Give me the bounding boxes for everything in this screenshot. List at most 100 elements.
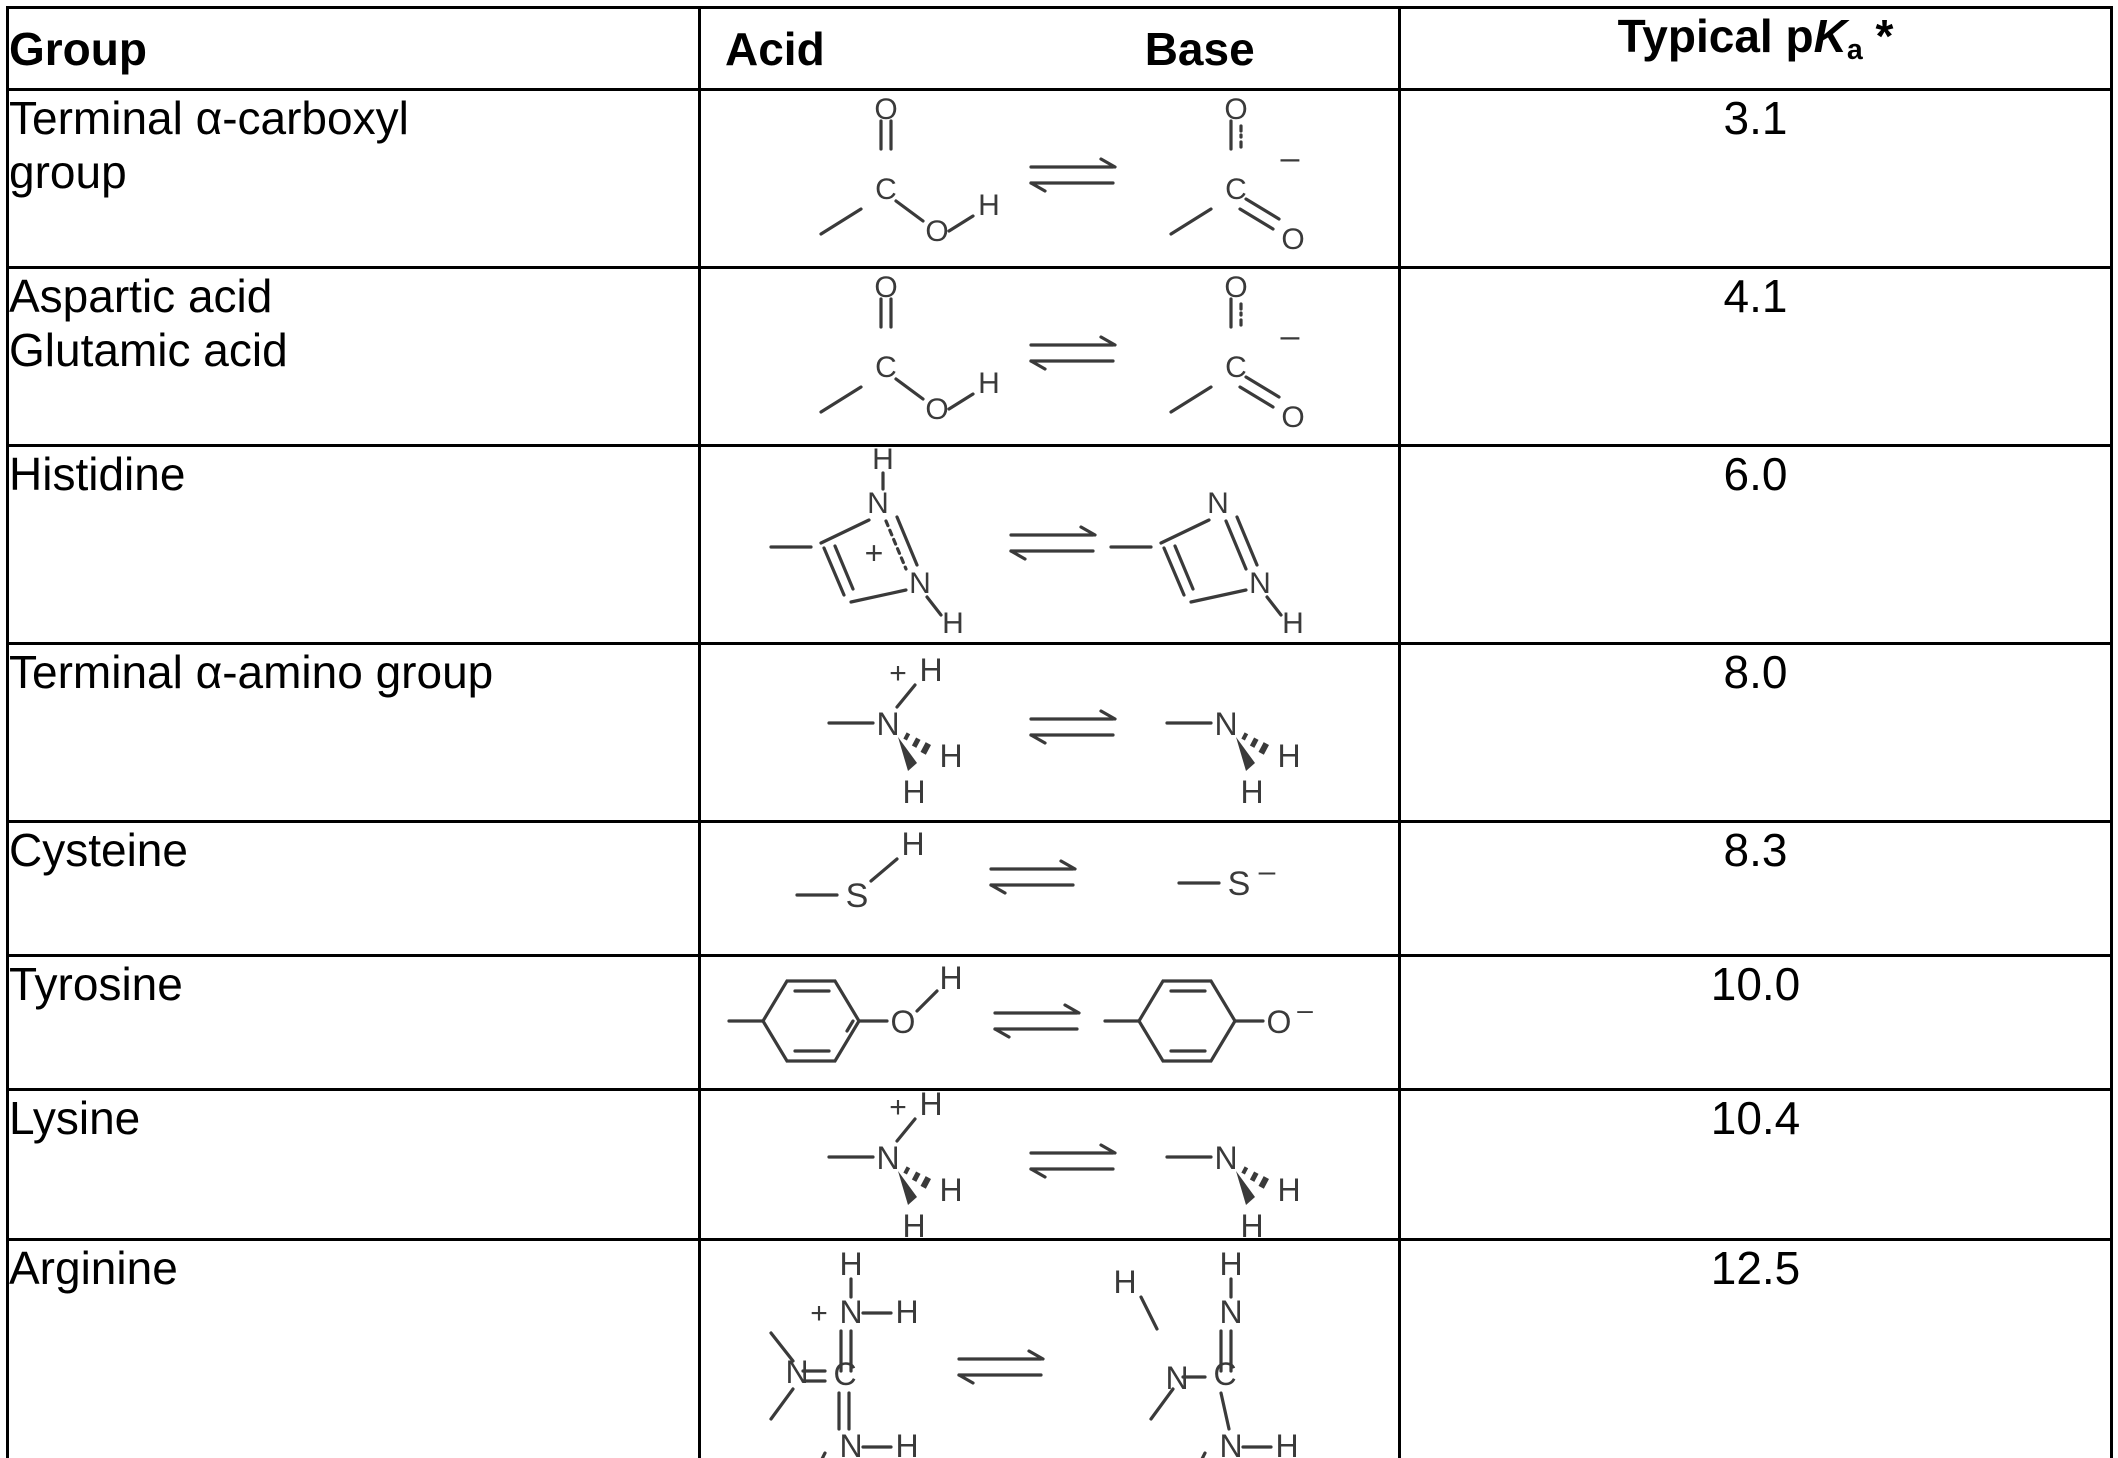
table-body: Terminal α-carboxyl group O — [6, 88, 2113, 1458]
atom-label-O: O — [874, 271, 897, 304]
imidazole-equilibrium-diagram: H N N H + — [769, 447, 1304, 639]
atom-label-N: N — [1214, 1140, 1237, 1176]
atom-label-H: H — [1277, 1172, 1300, 1208]
atom-label-H: H — [1240, 1208, 1263, 1237]
atom-label-N: N — [1214, 706, 1237, 742]
atom-label-H: H — [901, 826, 924, 862]
table-row: Tyrosine — [6, 954, 2113, 1091]
equilibrium-arrow-icon — [989, 859, 1077, 895]
row-pka-value: 12.5 — [1398, 1238, 2113, 1458]
guanidinium-equilibrium-diagram: H N H N C N H H + — [769, 1246, 1299, 1458]
atom-label-C: C — [875, 173, 897, 206]
acid-base-header-wrap: Acid Base — [701, 9, 1398, 88]
row-group-label: Histidine — [6, 444, 701, 645]
amino-equilibrium-diagram: N H H H + — [827, 652, 1301, 810]
atom-label-H: H — [1177, 1454, 1200, 1458]
hash-wedge-bond — [1241, 732, 1269, 755]
atom-label-H: H — [1219, 1246, 1242, 1282]
row-structure-carboxyl: O C O H — [698, 88, 1401, 269]
solid-wedge-bond — [898, 1171, 917, 1205]
atom-label-C: C — [1225, 173, 1247, 206]
column-header-group-label: Group — [9, 22, 147, 75]
pka-prefix-text: Typical p — [1617, 10, 1814, 62]
atom-label-O: O — [1267, 1004, 1292, 1040]
pka-k-symbol: K — [1813, 10, 1847, 62]
atom-label-O: O — [1224, 271, 1247, 304]
equilibrium-arrow-icon — [993, 1003, 1081, 1039]
row-pka-value: 8.3 — [1398, 820, 2113, 957]
atom-label-O: O — [1224, 93, 1247, 126]
solid-wedge-bond — [1236, 737, 1255, 771]
charge-label-minus: – — [1297, 994, 1313, 1025]
row-structure-carboxyl: O C O H — [698, 266, 1401, 447]
atom-label-H: H — [902, 1208, 925, 1237]
atom-label-H: H — [895, 1428, 918, 1458]
atom-label-H: H — [939, 960, 962, 996]
row-structure-amino: N H H H + — [698, 642, 1401, 823]
row-group-label: Terminal α-amino group — [6, 642, 701, 823]
atom-label-N: N — [876, 706, 899, 742]
hash-wedge-bond — [1241, 1166, 1269, 1189]
atom-label-H: H — [1277, 738, 1300, 774]
row-pka-value: 6.0 — [1398, 444, 2113, 645]
charge-label-plus: + — [889, 657, 907, 690]
pka-subscript-a: a — [1846, 34, 1863, 67]
row-group-label: Tyrosine — [6, 954, 701, 1091]
row-group-label: Aspartic acid Glutamic acid — [6, 266, 701, 447]
charge-label-minus: – — [1281, 139, 1300, 177]
row-structure-guanidinium: H N H N C N H H + — [698, 1238, 1401, 1458]
equilibrium-arrow-icon — [957, 1349, 1045, 1385]
atom-label-O: O — [925, 215, 948, 248]
equilibrium-arrow-icon — [1029, 1143, 1117, 1179]
carboxyl-equilibrium-diagram: O C O H — [819, 271, 1305, 434]
atom-label-O: O — [925, 393, 948, 426]
atom-label-N: N — [1207, 487, 1229, 520]
row-pka-value: 10.4 — [1398, 1088, 2113, 1241]
atom-label-O: O — [874, 93, 897, 126]
table-row: Terminal α-carboxyl group O — [6, 88, 2113, 269]
column-header-acid-label: Acid — [725, 22, 825, 75]
table-row: Lysine N — [6, 1088, 2113, 1241]
atom-label-O: O — [891, 1004, 916, 1040]
charge-label-plus: + — [865, 535, 884, 571]
pka-footnote-star: * — [1862, 10, 1894, 62]
atom-label-N: N — [785, 1354, 808, 1390]
atom-label-H: H — [939, 1172, 962, 1208]
atom-label-H: H — [872, 447, 894, 476]
atom-label-C: C — [1225, 351, 1247, 384]
table-row: Aspartic acid Glutamic acid O C — [6, 266, 2113, 447]
column-header-base-label: Base — [1144, 22, 1255, 75]
row-structure-thiol: S H — [698, 820, 1401, 957]
atom-label-S: S — [1228, 865, 1251, 903]
equilibrium-arrow-icon — [1009, 525, 1097, 561]
atom-label-H: H — [978, 189, 1000, 222]
atom-label-H: H — [939, 738, 962, 774]
atom-label-N: N — [867, 487, 889, 520]
amino-acid-pka-table: Group Acid Base Typical pKa * Terminal α… — [6, 6, 2113, 1458]
row-group-label: Terminal α-carboxyl group — [6, 88, 701, 269]
thiol-equilibrium-diagram: S H — [795, 826, 1276, 915]
atom-label-O: O — [1281, 401, 1304, 434]
column-header-acid-base: Acid Base — [698, 6, 1401, 91]
atom-label-C: C — [833, 1356, 856, 1392]
carboxyl-equilibrium-diagram: O C O H — [819, 93, 1305, 256]
atom-label-H: H — [902, 774, 925, 810]
column-header-pka-label: Typical pKa * — [1617, 9, 1894, 67]
charge-label-minus: – — [1259, 855, 1276, 888]
atom-label-O: O — [1281, 223, 1304, 256]
atom-label-H: H — [797, 1454, 820, 1458]
column-header-pka: Typical pKa * — [1398, 6, 2113, 91]
hash-wedge-bond — [903, 1166, 931, 1189]
atom-label-H: H — [978, 367, 1000, 400]
equilibrium-arrow-icon — [1029, 709, 1117, 745]
atom-label-S: S — [846, 877, 869, 915]
solid-wedge-bond — [898, 737, 917, 771]
atom-label-H: H — [942, 607, 964, 639]
atom-label-N: N — [1219, 1294, 1242, 1330]
row-group-label: Cysteine — [6, 820, 701, 957]
row-pka-value: 8.0 — [1398, 642, 2113, 823]
atom-label-N: N — [839, 1428, 862, 1458]
atom-label-N: N — [909, 567, 931, 600]
atom-label-H: H — [919, 1091, 942, 1122]
row-structure-amino: N H H H + — [698, 1088, 1401, 1241]
